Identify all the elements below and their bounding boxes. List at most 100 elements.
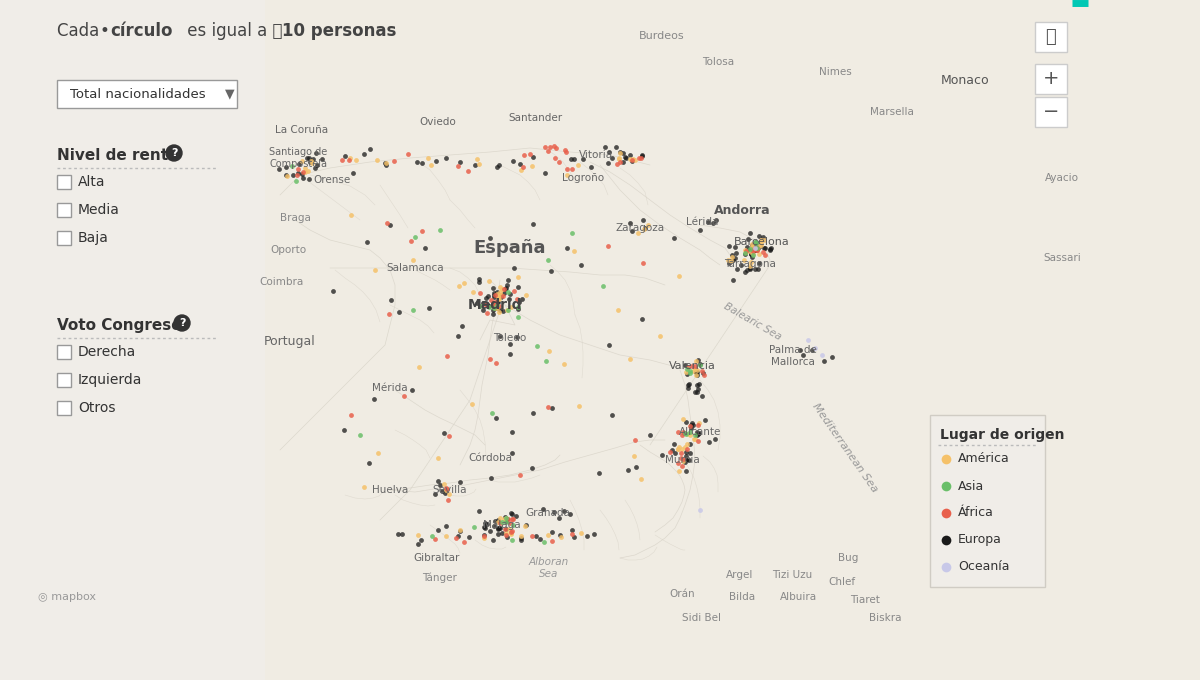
Point [364, 394, 383, 405]
Point [726, 247, 745, 258]
Text: Argel: Argel [726, 570, 754, 580]
Point [684, 420, 703, 430]
Point [426, 534, 445, 545]
Point [389, 528, 408, 539]
Point [323, 286, 342, 297]
Point [446, 532, 466, 543]
FancyBboxPatch shape [58, 345, 71, 359]
Point [496, 523, 515, 534]
Point [632, 150, 652, 160]
Text: Total nacionalidades: Total nacionalidades [70, 88, 205, 101]
Point [488, 307, 508, 318]
Point [635, 223, 654, 234]
Point [689, 384, 708, 395]
Point [625, 435, 644, 445]
Point [754, 246, 773, 257]
Point [688, 420, 707, 430]
Point [428, 476, 448, 487]
Point [686, 364, 706, 375]
Point [666, 448, 685, 459]
Point [269, 164, 288, 175]
Point [355, 481, 374, 492]
Point [569, 159, 588, 170]
Point [749, 231, 768, 241]
Point [516, 290, 535, 301]
Point [542, 403, 562, 413]
Point [671, 448, 690, 459]
Point [498, 513, 517, 524]
Point [743, 241, 762, 252]
Point [744, 248, 763, 259]
Text: Derecha: Derecha [78, 345, 137, 359]
Point [632, 313, 652, 324]
Point [686, 370, 706, 381]
Point [634, 258, 653, 269]
Point [479, 291, 498, 302]
Point [365, 264, 384, 275]
Text: Marsella: Marsella [870, 107, 914, 117]
Point [406, 231, 425, 242]
Point [674, 426, 694, 437]
Point [684, 433, 703, 444]
Point [551, 530, 570, 541]
Point [487, 162, 506, 173]
Point [488, 514, 508, 525]
Point [742, 252, 761, 262]
Point [688, 427, 707, 438]
Point [680, 439, 700, 449]
Point [298, 165, 317, 176]
Point [302, 158, 322, 169]
Point [500, 517, 520, 528]
Point [685, 387, 704, 398]
Point [437, 530, 456, 541]
Point [677, 417, 696, 428]
Point [509, 296, 528, 307]
Point [293, 155, 312, 166]
Text: Otros: Otros [78, 401, 115, 415]
Point [755, 242, 774, 253]
Point [803, 344, 822, 355]
Point [392, 528, 412, 539]
Point [490, 286, 509, 297]
Text: Oporto: Oporto [270, 245, 306, 255]
Point [486, 357, 505, 368]
Text: Braga: Braga [280, 213, 311, 223]
Point [498, 275, 517, 286]
Point [503, 525, 522, 536]
Point [498, 305, 517, 316]
Point [512, 294, 532, 305]
Point [426, 156, 445, 167]
Point [493, 305, 512, 316]
Point [662, 444, 682, 455]
Point [548, 513, 568, 524]
Point [736, 249, 755, 260]
Point [678, 383, 697, 394]
Point [746, 245, 766, 256]
Point [721, 256, 740, 267]
Point [556, 147, 575, 158]
Point [686, 434, 706, 445]
Point [534, 537, 553, 547]
Point [486, 299, 505, 310]
Point [491, 305, 510, 316]
Point [413, 157, 432, 168]
Point [742, 246, 761, 257]
Point [305, 163, 324, 174]
Point [688, 436, 707, 447]
Point [626, 461, 646, 472]
Text: Tolosa: Tolosa [702, 57, 734, 67]
Point [672, 444, 691, 455]
Point [506, 511, 526, 522]
Point [737, 245, 756, 256]
Point [368, 448, 388, 459]
Point [722, 252, 742, 262]
Point [542, 265, 562, 276]
Point [625, 154, 644, 165]
Point [485, 290, 504, 301]
Point [488, 529, 508, 540]
Point [450, 281, 469, 292]
Point [707, 215, 726, 226]
Point [660, 446, 679, 457]
Point [678, 438, 697, 449]
Point [488, 300, 508, 311]
